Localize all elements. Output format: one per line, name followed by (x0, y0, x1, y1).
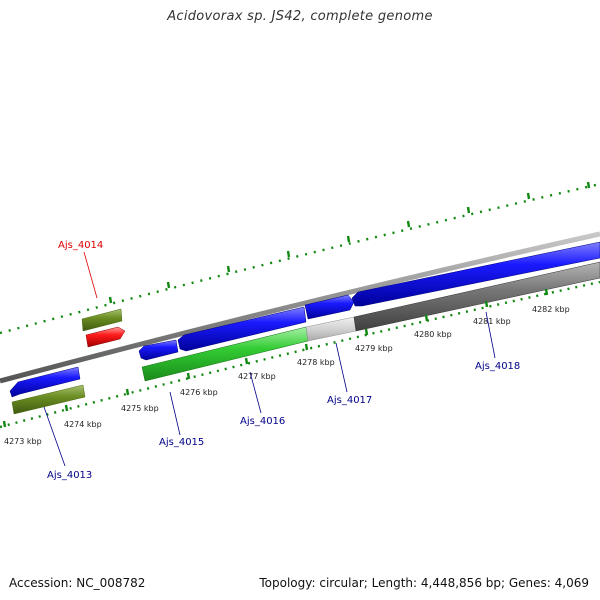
gene-ajs4013-blue (9, 366, 81, 398)
gene-small-blue (138, 339, 179, 361)
gene-label-ajs4015[interactable]: Ajs_4015 (159, 437, 204, 448)
gene-long-blue (351, 241, 600, 307)
outer-major-tick (346, 235, 351, 243)
outer-major-tick (286, 250, 291, 258)
tick-label: 4280 kbp (414, 330, 452, 339)
tick-label: 4274 kbp (64, 420, 102, 429)
gene-label-ajs4018[interactable]: Ajs_4018 (475, 361, 520, 372)
gene-label-ajs4013[interactable]: Ajs_4013 (47, 470, 92, 481)
leader-ajs4017 (335, 342, 348, 393)
leader-ajs4018 (485, 311, 496, 359)
tick-label: 4279 kbp (355, 344, 393, 353)
accession-text: Accession: NC_008782 (9, 576, 146, 590)
tick-label: 4282 kbp (532, 305, 570, 314)
outer-major-tick (526, 192, 531, 200)
inner-major-tick (364, 328, 369, 336)
tick-label: 4281 kbp (473, 317, 511, 326)
outer-major-tick (466, 206, 471, 214)
inner-major-tick (424, 314, 429, 322)
outer-major-tick (166, 281, 171, 289)
outer-dotted-ring (0, 182, 600, 335)
gene-label-ajs4017[interactable]: Ajs_4017 (327, 395, 372, 406)
inner-major-tick (2, 420, 7, 428)
outer-major-tick (586, 181, 591, 189)
leader-ajs4015 (169, 391, 181, 436)
gene-label-leaders (43, 251, 496, 467)
gene-large-blue (177, 306, 307, 352)
tick-label: 4273 kbp (4, 437, 42, 446)
gene-ajs4017-light (305, 316, 357, 342)
gene-ajs4018-grey (353, 261, 600, 332)
gene-ajs4013-olive (11, 384, 86, 415)
gene-ajs4014-red (85, 326, 126, 348)
outer-major-tick (108, 296, 113, 304)
inner-major-tick (244, 357, 249, 365)
gene-mid-blue (304, 294, 355, 320)
genome-backbone (0, 231, 600, 384)
page-title: Acidovorax sp. JS42, complete genome (167, 9, 433, 24)
gene-label-ajs4014[interactable]: Ajs_4014 (58, 240, 103, 251)
tick-label: 4278 kbp (297, 358, 335, 367)
genome-summary-text: Topology: circular; Length: 4,448,856 bp… (259, 576, 589, 590)
outer-ring-major-ticks (108, 181, 591, 304)
leader-ajs4016 (249, 371, 262, 414)
inner-ring-major-ticks (2, 288, 549, 428)
outer-major-tick (226, 265, 231, 273)
inner-major-tick (125, 388, 130, 396)
tick-label: 4275 kbp (121, 404, 159, 413)
gene-olive-upper (81, 308, 123, 332)
gene-label-ajs4016[interactable]: Ajs_4016 (240, 416, 285, 427)
tick-label: 4276 kbp (180, 388, 218, 397)
outer-major-tick (406, 220, 411, 228)
inner-major-tick (544, 288, 549, 296)
leader-ajs4013 (43, 406, 66, 467)
inner-major-tick (186, 372, 191, 380)
inner-major-tick (64, 404, 69, 412)
inner-major-tick (484, 300, 489, 308)
tick-label: 4277 kbp (238, 372, 276, 381)
inner-major-tick (304, 343, 309, 351)
leader-ajs4014 (83, 251, 98, 299)
